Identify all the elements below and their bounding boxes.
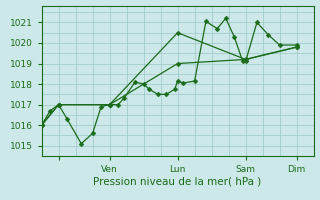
X-axis label: Pression niveau de la mer( hPa ): Pression niveau de la mer( hPa ) (93, 177, 262, 187)
